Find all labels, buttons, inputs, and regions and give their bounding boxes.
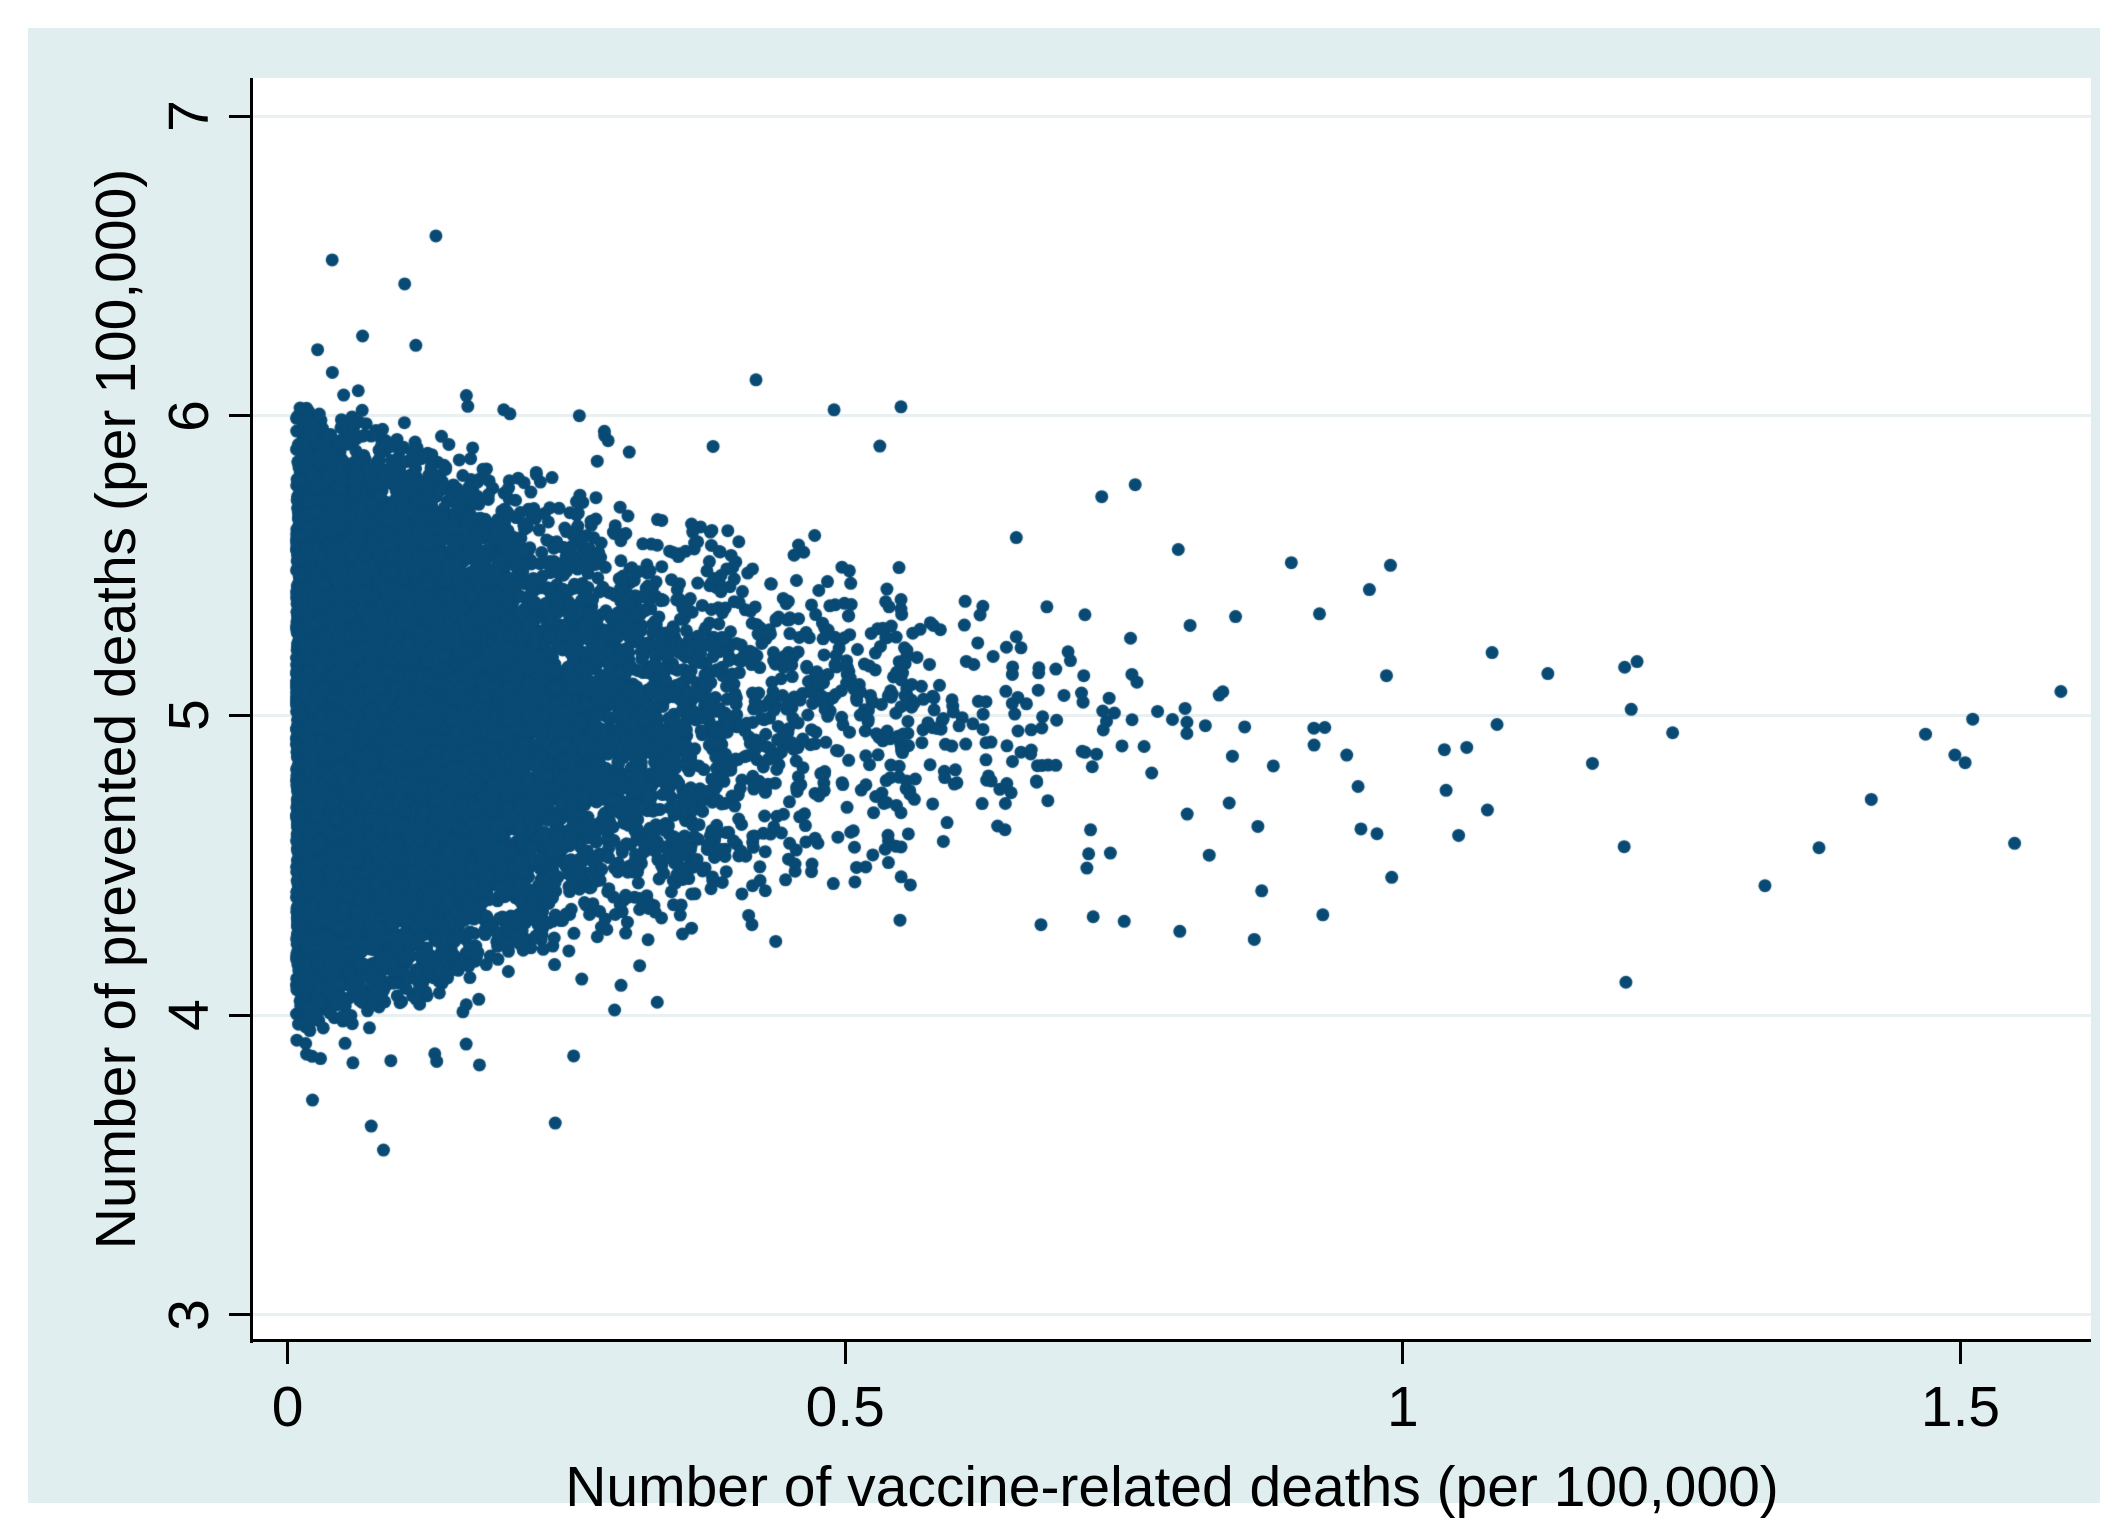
x-tick-label-1: 1 bbox=[1387, 1375, 1419, 1439]
y-tick-label-6: 6 bbox=[157, 399, 222, 432]
x-tick-label-0: 0 bbox=[271, 1375, 304, 1439]
graph-region-background: 3 4 5 6 7 0 0.5 1 1.5 Number of vaccine-related… bbox=[28, 28, 2100, 1519]
x-axis-line bbox=[250, 1339, 2091, 1342]
y-tick-label-5: 5 bbox=[157, 699, 222, 732]
y-axis-title: Number of prevented deaths (per 100,000) bbox=[84, 168, 148, 1250]
y-tick-label-7: 7 bbox=[157, 100, 222, 132]
x-axis-title: Number of vaccine-related deaths (per 10… bbox=[565, 1455, 1779, 1519]
plot-area bbox=[253, 78, 2091, 1341]
x-tick-1 bbox=[1401, 1342, 1405, 1364]
y-tick-label-4: 4 bbox=[157, 999, 222, 1032]
y-tick-4 bbox=[229, 1013, 251, 1017]
y-tick-6 bbox=[229, 414, 251, 418]
x-tick-label-0.5: 0.5 bbox=[805, 1375, 885, 1439]
y-tick-7 bbox=[229, 114, 251, 118]
scatter-points-canvas bbox=[253, 78, 2091, 1341]
y-tick-3 bbox=[229, 1313, 251, 1317]
y-tick-label-3: 3 bbox=[157, 1299, 222, 1331]
y-tick-5 bbox=[229, 713, 251, 717]
x-tick-label-1.5: 1.5 bbox=[1920, 1375, 2001, 1439]
x-tick-0 bbox=[286, 1342, 290, 1364]
y-axis-line bbox=[250, 78, 253, 1343]
x-tick-1.5 bbox=[1959, 1342, 1962, 1364]
x-tick-0.5 bbox=[843, 1342, 847, 1364]
